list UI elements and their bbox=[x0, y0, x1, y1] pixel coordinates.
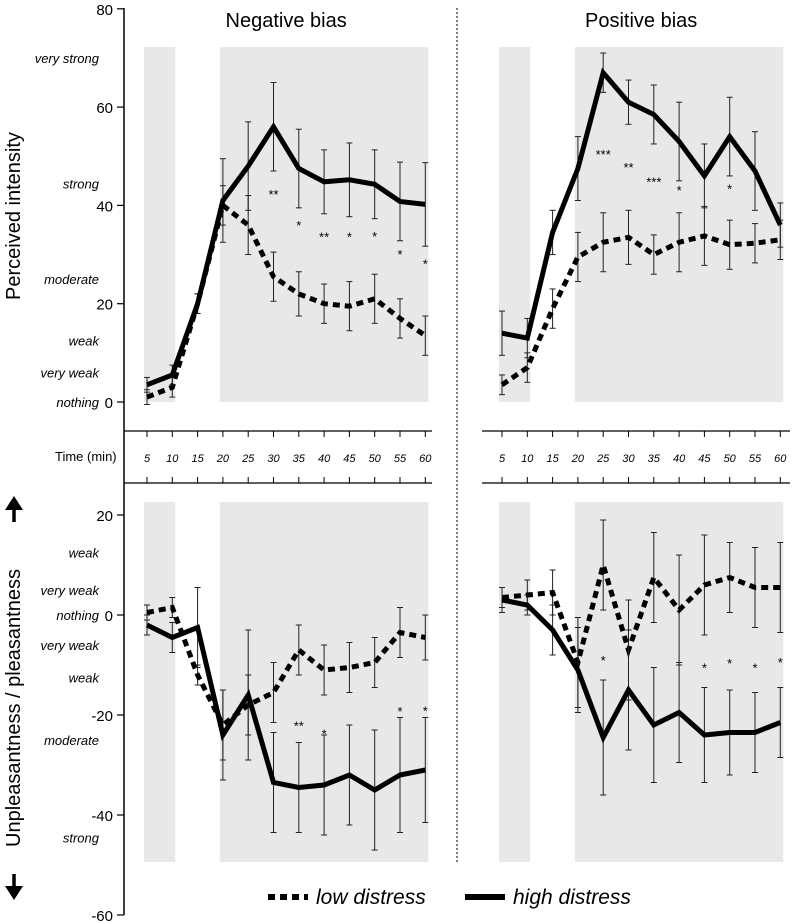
panel-title: Negative bias bbox=[226, 10, 347, 32]
time-tick-label: 30 bbox=[267, 453, 280, 465]
up-arrow-icon bbox=[5, 496, 23, 522]
significance-marker: ** bbox=[294, 719, 304, 734]
significance-marker: * bbox=[752, 660, 757, 675]
y-tick-label-top: 0 bbox=[105, 395, 113, 412]
significance-marker: * bbox=[423, 256, 428, 271]
y-tick-label-bottom: 0 bbox=[105, 608, 113, 625]
legend: low distress high distress bbox=[268, 886, 631, 909]
intensity-descriptor: moderate bbox=[44, 272, 99, 287]
intensity-descriptor: weak bbox=[69, 334, 101, 349]
significance-marker: * bbox=[677, 183, 682, 198]
significance-marker: * bbox=[397, 704, 402, 719]
series-line-high-distress bbox=[501, 67, 783, 342]
y-tick-label-top: 40 bbox=[96, 198, 113, 215]
time-tick-label: 5 bbox=[144, 453, 151, 465]
shaded-period bbox=[219, 47, 429, 402]
time-tick-label: 40 bbox=[318, 453, 331, 465]
significance-marker: * bbox=[423, 703, 428, 718]
time-tick-label: 45 bbox=[698, 453, 711, 465]
hedonic-descriptor: strong bbox=[63, 831, 100, 846]
time-tick-label: 15 bbox=[191, 453, 204, 465]
significance-marker: ** bbox=[268, 187, 278, 202]
time-axis-label: Time (min) bbox=[55, 449, 117, 464]
panel-top-left: Negative bias***** * *** bbox=[144, 10, 429, 405]
hedonic-descriptor: very weak bbox=[40, 638, 100, 653]
panel-top-right: Positive bias********* * bbox=[499, 10, 784, 402]
time-tick-label: 60 bbox=[774, 453, 787, 465]
shaded-period bbox=[499, 502, 531, 862]
series-line-low-distress bbox=[501, 555, 781, 671]
hedonic-descriptor: very weak bbox=[40, 583, 100, 598]
significance-marker: * bbox=[702, 661, 707, 676]
y-tick-label-bottom: -20 bbox=[91, 708, 113, 725]
time-tick-label: 20 bbox=[216, 453, 230, 465]
intensity-descriptor: strong bbox=[63, 176, 100, 191]
ylabel-top: Perceived intensity bbox=[3, 132, 25, 300]
time-tick-label: 50 bbox=[724, 453, 737, 465]
shaded-period bbox=[499, 47, 531, 402]
significance-marker: * bbox=[296, 218, 301, 233]
legend-high-label: high distress bbox=[513, 886, 631, 909]
significance-marker: * bbox=[322, 726, 327, 741]
time-tick-label: 40 bbox=[673, 453, 686, 465]
significance-marker: * bbox=[347, 230, 352, 245]
down-arrow-icon bbox=[5, 874, 23, 900]
significance-marker: * bbox=[601, 653, 606, 668]
time-tick-label: 55 bbox=[749, 453, 762, 465]
y-tick-label-bottom: 20 bbox=[96, 508, 113, 525]
shaded-period bbox=[144, 47, 176, 402]
time-tick-label: 60 bbox=[419, 453, 432, 465]
y-tick-label-bottom: -60 bbox=[91, 908, 113, 923]
series-line-low-distress bbox=[500, 233, 781, 387]
hedonic-descriptor: nothing bbox=[56, 608, 99, 623]
time-tick-label: 15 bbox=[546, 453, 559, 465]
time-tick-label: 10 bbox=[166, 453, 179, 465]
significance-marker: *** bbox=[596, 147, 611, 162]
series-line-high-distress bbox=[145, 622, 426, 793]
hedonic-descriptor: weak bbox=[69, 671, 101, 686]
intensity-descriptor: very strong bbox=[35, 51, 100, 66]
legend-low-label: low distress bbox=[316, 886, 426, 909]
panel-title: Positive bias bbox=[585, 10, 697, 32]
time-tick-label: 20 bbox=[571, 453, 585, 465]
significance-marker: * bbox=[397, 247, 402, 262]
intensity-descriptor: nothing bbox=[56, 395, 99, 410]
significance-marker: * bbox=[727, 181, 732, 196]
significance-marker: * bbox=[727, 656, 732, 671]
y-tick-label-bottom: -40 bbox=[91, 808, 113, 825]
time-tick-label: 50 bbox=[369, 453, 382, 465]
time-tick-label: 35 bbox=[293, 453, 306, 465]
time-tick-label: 25 bbox=[241, 453, 255, 465]
series-line-high-distress bbox=[146, 122, 426, 388]
time-tick-label: 55 bbox=[394, 453, 407, 465]
significance-marker: ** bbox=[623, 160, 633, 175]
significance-marker: *** bbox=[646, 175, 661, 190]
time-tick-label: 30 bbox=[622, 453, 635, 465]
time-tick-label: 10 bbox=[521, 453, 534, 465]
significance-marker: * bbox=[372, 229, 377, 244]
y-tick-label-top: 80 bbox=[96, 2, 113, 19]
y-tick-label-top: 60 bbox=[96, 100, 113, 117]
panel-bottom-left: **** * bbox=[144, 502, 429, 862]
hedonic-descriptor: moderate bbox=[44, 733, 99, 748]
significance-marker: ** bbox=[319, 230, 329, 245]
series-line-high-distress bbox=[501, 597, 782, 744]
panel-bottom-right: * * * * * bbox=[499, 502, 784, 862]
hedonic-descriptor: weak bbox=[69, 546, 101, 561]
time-tick-label: 45 bbox=[343, 453, 356, 465]
ylabel-bottom: Unpleasantness / pleasantness bbox=[3, 569, 25, 847]
time-tick-label: 5 bbox=[499, 453, 506, 465]
shaded-period bbox=[144, 502, 176, 862]
significance-marker: * bbox=[778, 655, 783, 670]
intensity-descriptor: very weak bbox=[40, 366, 100, 381]
time-tick-label: 35 bbox=[648, 453, 661, 465]
y-tick-label-top: 20 bbox=[96, 297, 113, 314]
series-line-low-distress bbox=[146, 604, 426, 729]
time-tick-label: 25 bbox=[596, 453, 610, 465]
